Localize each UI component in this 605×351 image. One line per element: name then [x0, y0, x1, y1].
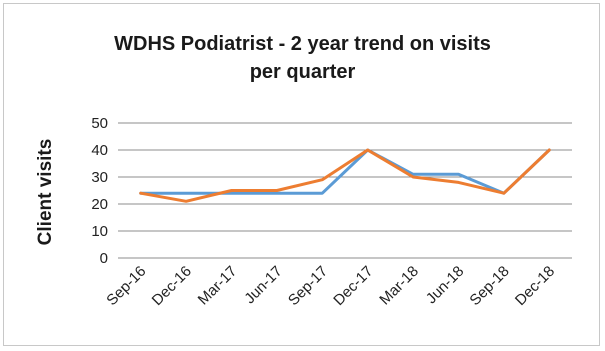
- y-tick-label: 10: [91, 223, 108, 240]
- y-tick-label: 40: [91, 142, 108, 159]
- x-tick-label: Mar-18: [376, 263, 422, 309]
- chart-title: WDHS Podiatrist - 2 year trend on visits: [114, 33, 491, 55]
- x-tick-label: Sep-18: [467, 263, 513, 309]
- chart-subtitle: per quarter: [249, 61, 356, 83]
- x-tick-label: Jun-18: [423, 263, 467, 307]
- x-tick-label: Dec-18: [512, 263, 558, 309]
- x-tick-label: Sep-17: [285, 263, 331, 309]
- y-tick-label: 20: [91, 196, 108, 213]
- x-tick-label: Mar-17: [195, 263, 241, 309]
- chart-frame: [3, 3, 600, 346]
- series-line-1: [139, 148, 551, 195]
- x-tick-label: Dec-17: [330, 263, 376, 309]
- x-tick-label: Dec-16: [149, 263, 195, 309]
- y-tick-label: 30: [91, 169, 108, 186]
- y-tick-label: 50: [91, 115, 108, 132]
- x-tick-label: Jun-17: [241, 263, 285, 307]
- y-tick-label: 0: [100, 250, 108, 267]
- series-line-2: [139, 148, 551, 203]
- x-tick-label: Sep-16: [103, 263, 149, 309]
